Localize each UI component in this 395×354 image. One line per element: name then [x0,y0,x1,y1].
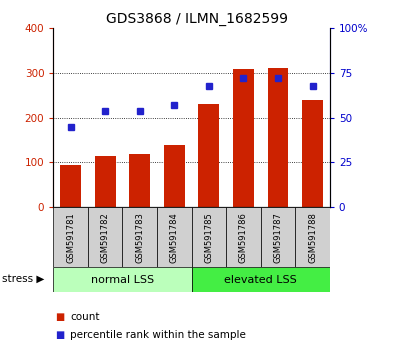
Bar [95,156,116,207]
Bar [192,207,226,267]
Text: GSM591788: GSM591788 [308,212,317,263]
Bar [157,207,192,267]
Bar [268,68,288,207]
Text: count: count [70,312,100,322]
Text: stress ▶: stress ▶ [2,274,44,284]
Bar [60,165,81,207]
Text: GSM591785: GSM591785 [204,212,213,263]
Bar [199,104,219,207]
Text: GSM591782: GSM591782 [101,212,110,263]
Bar [130,154,150,207]
Text: GSM591783: GSM591783 [135,212,144,263]
Bar [164,145,185,207]
Text: GSM591786: GSM591786 [239,212,248,263]
Text: ■: ■ [55,330,64,339]
Bar [302,100,323,207]
Bar [192,267,330,292]
Text: GDS3868 / ILMN_1682599: GDS3868 / ILMN_1682599 [107,12,288,27]
Text: GSM591787: GSM591787 [273,212,282,263]
Bar [226,207,261,267]
Bar [261,207,295,267]
Text: normal LSS: normal LSS [91,275,154,285]
Bar [295,207,330,267]
Bar [122,207,157,267]
Text: GSM591781: GSM591781 [66,212,75,263]
Bar [88,207,122,267]
Text: ■: ■ [55,312,64,322]
Text: GSM591784: GSM591784 [170,212,179,263]
Text: percentile rank within the sample: percentile rank within the sample [70,330,246,339]
Bar [53,207,88,267]
Bar [233,69,254,207]
Text: elevated LSS: elevated LSS [224,275,297,285]
Bar [53,267,192,292]
